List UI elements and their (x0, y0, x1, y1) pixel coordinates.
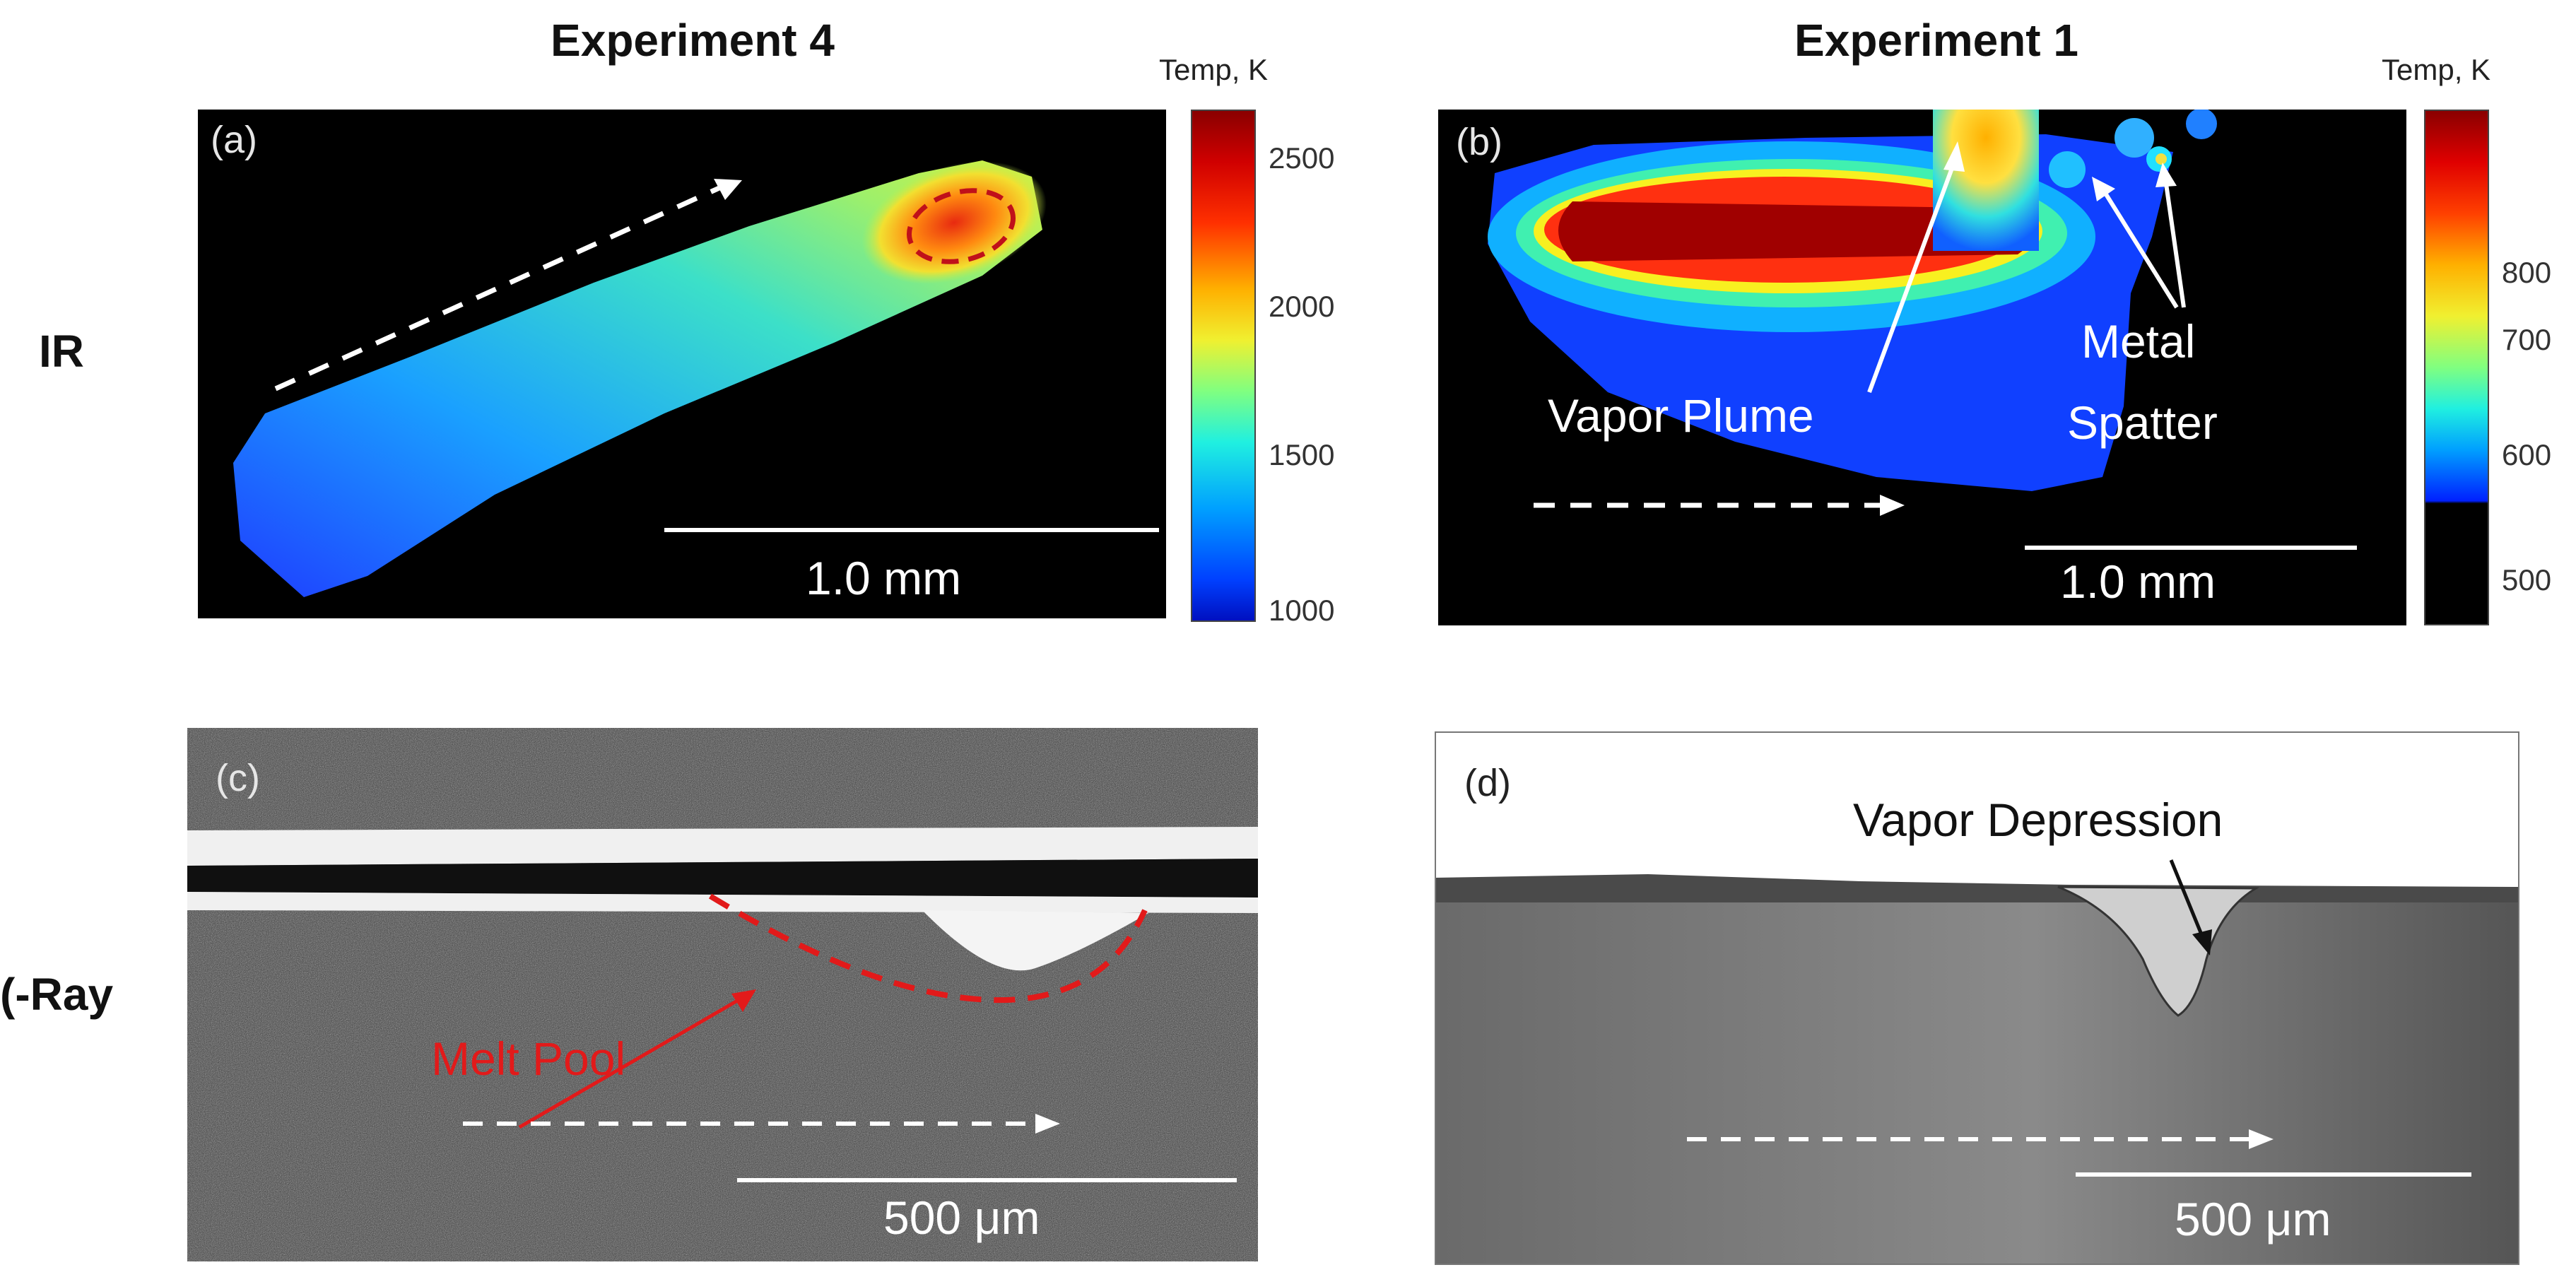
vapor-depression-label: Vapor Depression (1853, 794, 2223, 846)
colorbar-a-tick: 1000 (1269, 594, 1335, 627)
scale-bar-label-c: 500 μm (883, 1191, 1040, 1244)
colorbar-title-b: Temp, K (2382, 53, 2491, 86)
colorbar-title-a: Temp, K (1159, 53, 1269, 86)
panel-a-thermal-image (233, 160, 1159, 597)
panel-b-ir-experiment-1: (b) Vapor Plume Metal Spatter 1.0 mm (1438, 110, 2406, 625)
colorbar-b (2424, 110, 2489, 625)
scale-bar-label-d: 500 μm (2175, 1193, 2331, 1245)
colorbar-b-tick: 600 (2502, 438, 2552, 471)
colorbar-b-tick: 800 (2502, 256, 2552, 289)
panel-a-ir-experiment-4: (a) 1.0 mm (198, 110, 1166, 618)
panel-c-xray-image (187, 728, 1258, 1261)
column-title-experiment-1: Experiment 1 (1794, 15, 2078, 66)
metal-spatter-label-line1: Metal (2081, 315, 2196, 367)
column-title-experiment-4: Experiment 4 (551, 15, 835, 66)
vapor-plume-arrow (1867, 161, 1956, 394)
melt-pool-label: Melt Pool (431, 1032, 626, 1085)
panel-letter-d: (d) (1464, 762, 1511, 804)
melt-pool-arrow (518, 998, 740, 1129)
metal-spatter-arrow-2 (2164, 183, 2186, 308)
panel-d-xray-experiment-1: (d) Vapor Depression 500 μm (1435, 731, 2519, 1265)
colorbar-a (1191, 110, 1256, 622)
panel-c-xray-experiment-4: (c) Melt Pool 500 μm (187, 728, 1258, 1261)
panel-b-thermal-image (1488, 110, 2357, 550)
colorbar-a-tick: 2000 (1269, 290, 1335, 323)
row-label-xray: (-Ray (0, 969, 114, 1020)
scale-bar-label-a: 1.0 mm (806, 552, 962, 604)
panel-letter-a: (a) (211, 119, 257, 161)
panel-letter-c: (c) (216, 757, 260, 799)
vapor-plume-label: Vapor Plume (1548, 389, 1814, 442)
colorbar-b-tick: 700 (2502, 323, 2552, 356)
colorbar-a-tick: 1500 (1269, 438, 1335, 471)
panel-d-xray-image (1436, 859, 2518, 1264)
metal-spatter-label-line2: Spatter (2067, 396, 2218, 449)
colorbar-a-tick: 2500 (1269, 141, 1335, 175)
metal-spatter-arrow-1 (2104, 193, 2179, 309)
row-label-ir: IR (39, 326, 84, 377)
scan-direction-arrow-a (274, 184, 722, 392)
vapor-depression-arrow (2169, 859, 2205, 938)
melt-pool-outline-a (906, 188, 1016, 264)
melt-pool-outline-c (708, 893, 1148, 1004)
colorbar-b-tick: 500 (2502, 563, 2552, 596)
panel-letter-b: (b) (1456, 121, 1502, 163)
scale-bar-label-b: 1.0 mm (2060, 555, 2216, 608)
